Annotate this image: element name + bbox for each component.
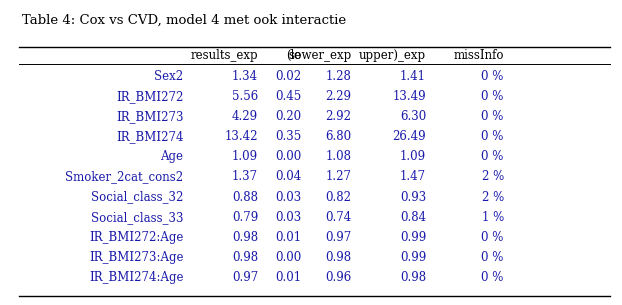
Text: IR_BMI273:Age: IR_BMI273:Age — [89, 251, 183, 264]
Text: 6.80: 6.80 — [325, 130, 351, 143]
Text: IR_BMI272: IR_BMI272 — [116, 90, 183, 103]
Text: 0.03: 0.03 — [276, 191, 302, 203]
Text: 0.79: 0.79 — [232, 211, 258, 224]
Text: 1.41: 1.41 — [400, 70, 426, 83]
Text: 2 %: 2 % — [481, 170, 504, 183]
Text: 0 %: 0 % — [481, 231, 504, 244]
Text: se: se — [289, 49, 302, 62]
Text: 1.28: 1.28 — [325, 70, 351, 83]
Text: 1 %: 1 % — [481, 211, 504, 224]
Text: 6.30: 6.30 — [400, 110, 426, 123]
Text: Sex2: Sex2 — [154, 70, 183, 83]
Text: 1.09: 1.09 — [400, 150, 426, 163]
Text: 1.34: 1.34 — [232, 70, 258, 83]
Text: 0 %: 0 % — [481, 90, 504, 103]
Text: 0.98: 0.98 — [232, 251, 258, 264]
Text: 1.27: 1.27 — [325, 170, 351, 183]
Text: 0.96: 0.96 — [325, 271, 351, 284]
Text: 0.98: 0.98 — [400, 271, 426, 284]
Text: 0.99: 0.99 — [400, 251, 426, 264]
Text: 1.08: 1.08 — [325, 150, 351, 163]
Text: 0.35: 0.35 — [276, 130, 302, 143]
Text: 0.04: 0.04 — [276, 170, 302, 183]
Text: 0.01: 0.01 — [276, 271, 302, 284]
Text: results_exp: results_exp — [190, 49, 258, 62]
Text: Table 4: Cox vs CVD, model 4 met ook interactie: Table 4: Cox vs CVD, model 4 met ook int… — [22, 14, 346, 27]
Text: Smoker_2cat_cons2: Smoker_2cat_cons2 — [65, 170, 183, 183]
Text: IR_BMI274: IR_BMI274 — [116, 130, 183, 143]
Text: 0 %: 0 % — [481, 271, 504, 284]
Text: 0 %: 0 % — [481, 251, 504, 264]
Text: upper)_exp: upper)_exp — [359, 49, 426, 62]
Text: 0.88: 0.88 — [232, 191, 258, 203]
Text: IR_BMI274:Age: IR_BMI274:Age — [89, 271, 183, 284]
Text: Age: Age — [160, 150, 183, 163]
Text: 4.29: 4.29 — [232, 110, 258, 123]
Text: Social_class_33: Social_class_33 — [91, 211, 183, 224]
Text: 0.01: 0.01 — [276, 231, 302, 244]
Text: 2.29: 2.29 — [325, 90, 351, 103]
Text: 13.49: 13.49 — [392, 90, 426, 103]
Text: 0.02: 0.02 — [276, 70, 302, 83]
Text: 2 %: 2 % — [481, 191, 504, 203]
Text: 0.98: 0.98 — [325, 251, 351, 264]
Text: IR_BMI272:Age: IR_BMI272:Age — [89, 231, 183, 244]
Text: 0.98: 0.98 — [232, 231, 258, 244]
Text: 26.49: 26.49 — [392, 130, 426, 143]
Text: 0.20: 0.20 — [276, 110, 302, 123]
Text: 13.42: 13.42 — [225, 130, 258, 143]
Text: 0 %: 0 % — [481, 70, 504, 83]
Text: 1.47: 1.47 — [400, 170, 426, 183]
Text: 0.99: 0.99 — [400, 231, 426, 244]
Text: 0 %: 0 % — [481, 150, 504, 163]
Text: 0 %: 0 % — [481, 130, 504, 143]
Text: 0.93: 0.93 — [400, 191, 426, 203]
Text: 1.09: 1.09 — [232, 150, 258, 163]
Text: 2.92: 2.92 — [325, 110, 351, 123]
Text: (lower_exp: (lower_exp — [286, 49, 351, 62]
Text: IR_BMI273: IR_BMI273 — [116, 110, 183, 123]
Text: 5.56: 5.56 — [232, 90, 258, 103]
Text: Social_class_32: Social_class_32 — [91, 191, 183, 203]
Text: 0 %: 0 % — [481, 110, 504, 123]
Text: 0.97: 0.97 — [325, 231, 351, 244]
Text: 0.00: 0.00 — [276, 251, 302, 264]
Text: 0.00: 0.00 — [276, 150, 302, 163]
Text: 0.03: 0.03 — [276, 211, 302, 224]
Text: 0.45: 0.45 — [276, 90, 302, 103]
Text: 0.82: 0.82 — [325, 191, 351, 203]
Text: 1.37: 1.37 — [232, 170, 258, 183]
Text: 0.74: 0.74 — [325, 211, 351, 224]
Text: 0.97: 0.97 — [232, 271, 258, 284]
Text: 0.84: 0.84 — [400, 211, 426, 224]
Text: missInfo: missInfo — [453, 49, 504, 62]
